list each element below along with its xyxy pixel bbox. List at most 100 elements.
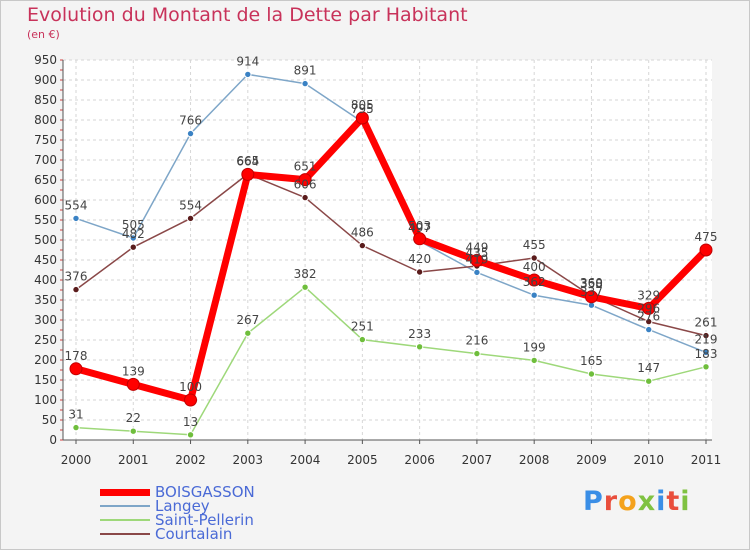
data-label: 554: [179, 198, 202, 212]
y-tick-label: 950: [34, 53, 57, 67]
data-label: 251: [351, 320, 374, 334]
x-tick-label: 2007: [462, 453, 493, 467]
data-label: 296: [637, 302, 660, 316]
data-point: [645, 317, 653, 326]
y-tick-label: 900: [34, 73, 57, 87]
data-point: [184, 393, 198, 407]
legend-swatch-saint-pellerin: [100, 519, 150, 521]
data-point: [186, 129, 195, 138]
legend-item-langey: Langey: [100, 497, 400, 515]
y-tick-label: 550: [34, 213, 57, 227]
legend-label: Courtalain: [155, 525, 233, 543]
y-tick-label: 350: [34, 293, 57, 307]
data-label: 31: [68, 408, 83, 422]
y-tick-label: 850: [34, 93, 57, 107]
legend-swatch-langey: [100, 505, 150, 507]
legend-label: BOISGASSON: [155, 483, 255, 501]
data-label: 178: [65, 349, 88, 363]
y-tick-label: 200: [34, 353, 57, 367]
data-label: 503: [408, 219, 431, 233]
data-label: 486: [351, 226, 374, 240]
y-tick-label: 800: [34, 113, 57, 127]
data-label: 267: [236, 313, 259, 327]
brand-letter: o: [618, 486, 638, 517]
data-label: 360: [580, 276, 603, 290]
data-label: 482: [122, 227, 145, 241]
data-point: [645, 377, 653, 385]
data-label: 420: [408, 252, 431, 266]
x-tick-label: 2003: [233, 453, 264, 467]
data-label: 100: [179, 380, 202, 394]
data-label: 455: [523, 238, 546, 252]
data-point: [527, 273, 541, 287]
data-point: [699, 243, 713, 257]
data-label: 183: [695, 347, 718, 361]
brand-logo: Proxiti: [583, 486, 691, 517]
data-point: [129, 243, 137, 251]
brand-letter: t: [666, 486, 681, 517]
brand-letter: i: [656, 486, 667, 517]
x-tick-label: 2000: [61, 453, 92, 467]
data-label: 505: [122, 218, 145, 232]
data-point: [470, 253, 484, 267]
x-tick-label: 2009: [576, 453, 607, 467]
data-label: 665: [236, 154, 259, 168]
data-label: 147: [637, 361, 660, 375]
x-tick-label: 2008: [519, 453, 550, 467]
brand-letter: i: [680, 486, 691, 517]
data-point: [413, 232, 427, 246]
data-label: 795: [351, 102, 374, 116]
series-saint-pellerin: [72, 283, 710, 439]
series-line: [75, 114, 709, 404]
brand-letter: r: [603, 486, 619, 517]
data-point: [301, 79, 309, 88]
data-point: [244, 70, 252, 79]
data-label: 233: [408, 327, 431, 341]
data-point: [473, 268, 481, 277]
brand-letter: x: [637, 486, 657, 517]
data-point: [530, 291, 538, 299]
data-label: 449: [465, 240, 488, 254]
data-label: 400: [523, 260, 546, 274]
data-point: [186, 431, 195, 439]
legend-item-courtalain: Courtalain: [100, 525, 400, 543]
legend-item-boisgasson: BOISGASSON: [100, 483, 400, 501]
y-tick-label: 150: [34, 373, 57, 387]
legend-swatch-courtalain: [100, 533, 150, 535]
data-label: 475: [695, 230, 718, 244]
data-point: [72, 423, 80, 432]
data-label: 358: [580, 277, 603, 291]
data-point: [72, 285, 80, 294]
data-point: [415, 268, 424, 276]
data-label: 914: [236, 54, 259, 68]
y-tick-label: 600: [34, 193, 57, 207]
data-point: [69, 362, 83, 376]
data-label: 554: [65, 198, 88, 212]
x-tick-label: 2002: [175, 453, 206, 467]
data-point: [587, 370, 596, 378]
data-label: 199: [523, 340, 546, 354]
data-point: [298, 173, 312, 187]
x-tick-label: 2001: [118, 453, 149, 467]
data-point: [702, 363, 710, 371]
y-tick-label: 100: [34, 393, 57, 407]
data-point: [530, 356, 538, 365]
data-point: [473, 349, 481, 358]
data-label: 329: [637, 288, 660, 302]
data-label: 419: [465, 252, 488, 266]
chart-title: Evolution du Montant de la Dette par Hab…: [27, 4, 468, 26]
data-label: 362: [523, 275, 546, 289]
data-label: 606: [294, 178, 317, 192]
data-point: [642, 301, 656, 315]
series-boisgasson: [69, 111, 713, 407]
data-label: 435: [465, 246, 488, 260]
y-tick-label: 450: [34, 253, 57, 267]
x-tick-label: 2004: [290, 453, 321, 467]
data-point: [129, 427, 137, 435]
brand-letter: P: [583, 486, 604, 517]
data-label: 139: [122, 364, 145, 378]
chart-subtitle: (en €): [27, 28, 60, 41]
data-label: 376: [65, 270, 88, 284]
data-point: [241, 167, 255, 181]
series-line: [75, 286, 707, 436]
